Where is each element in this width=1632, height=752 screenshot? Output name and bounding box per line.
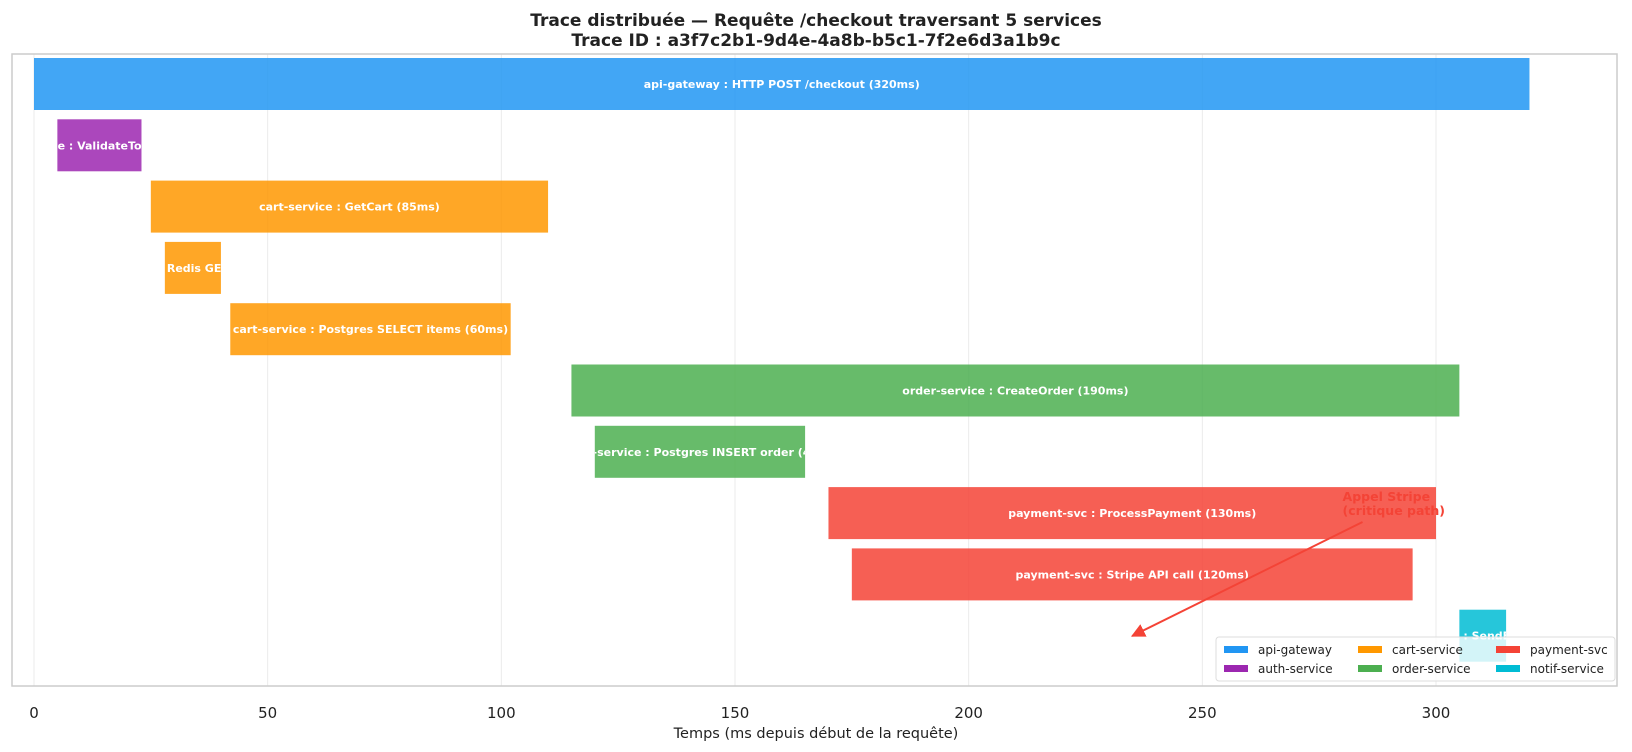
legend-swatch [1496,665,1520,672]
span-bar-group[interactable]: order-service : Postgres INSERT order (4… [559,425,841,478]
span-label: order-service : CreateOrder (190ms) [902,385,1128,398]
annotation-text: (critique path) [1343,503,1445,518]
span-bar-group[interactable]: cart-service : Postgres SELECT items (60… [230,303,511,356]
legend-item: api-gateway [1224,643,1332,657]
x-tick-label: 100 [487,704,516,722]
span-bar[interactable] [851,548,1413,601]
legend-label: cart-service [1392,643,1463,657]
span-bar[interactable] [828,487,1436,540]
span-bar[interactable] [571,364,1460,417]
legend-swatch [1496,646,1520,653]
legend-label: notif-service [1530,662,1604,676]
legend-item: order-service [1358,662,1471,676]
x-tick-label: 250 [1188,704,1217,722]
span-label: cart-service : GetCart (85ms) [259,201,440,214]
span-bar[interactable] [230,303,511,356]
span-bars: api-gateway : HTTP POST /checkout (320ms… [0,58,1530,662]
annotation-arrow [1130,521,1363,637]
plot-frame [11,53,1618,687]
span-bar-group[interactable]: cart-service : GetCart (85ms) [150,180,549,233]
chart-title: Trace distribuée — Requête /checkout tra… [530,11,1102,31]
span-bar-group[interactable]: order-service : CreateOrder (190ms) [571,364,1460,417]
legend-swatch [1224,646,1248,653]
legend-item: payment-svc [1496,643,1608,657]
span-bar-group[interactable]: auth-service : ValidateToken (18ms) [0,119,211,172]
legend-swatch [1358,665,1382,672]
x-tick-label: 150 [721,704,750,722]
legend-label: api-gateway [1258,643,1332,657]
x-tick-label: 0 [29,704,39,722]
span-bar[interactable] [594,425,806,478]
span-label: payment-svc : Stripe API call (120ms) [1016,568,1249,581]
chart-subtitle: Trace ID : a3f7c2b1-9d4e-4a8b-b5c1-7f2e6… [571,31,1060,51]
x-axis-label: Temps (ms depuis début de la requête) [673,726,959,742]
legend-swatch [1224,665,1248,672]
legend-swatch [1358,646,1382,653]
span-label: cart-service : Postgres SELECT items (60… [233,323,508,336]
span-bar-group[interactable]: payment-svc : ProcessPayment (130ms) [828,487,1436,540]
annotation-group: Appel Stripe(critique path) [1130,489,1445,637]
x-tick-label: 200 [954,704,983,722]
legend: api-gateway auth-service cart-service order… [1215,636,1616,682]
x-tick-label: 300 [1422,704,1451,722]
legend-label: payment-svc [1530,643,1608,657]
span-bar[interactable] [34,58,1530,110]
annotation-text: Appel Stripe [1343,489,1431,504]
span-bar-group[interactable]: payment-svc : Stripe API call (120ms) [851,548,1413,601]
span-bar[interactable] [150,180,549,233]
span-label: payment-svc : ProcessPayment (130ms) [1008,507,1256,520]
x-axis-ticks: 0 50 100 150 200 250 300 [29,704,1450,722]
legend-label: order-service [1392,662,1471,676]
legend-item: notif-service [1496,662,1604,676]
span-label: auth-service : ValidateToken (18ms) [0,139,211,152]
span-label: cart-service : Redis GET cart (12ms) [81,262,304,275]
span-label: order-service : Postgres INSERT order (4… [559,446,841,459]
x-tick-label: 50 [258,704,277,722]
span-bar-group[interactable]: cart-service : Redis GET cart (12ms) [81,241,304,294]
legend-item: cart-service [1358,643,1463,657]
span-label: api-gateway : HTTP POST /checkout (320ms… [644,78,920,91]
legend-item: auth-service [1224,662,1333,676]
span-bar-group[interactable]: api-gateway : HTTP POST /checkout (320ms… [34,58,1530,110]
legend-label: auth-service [1258,662,1333,676]
span-bar[interactable] [57,119,142,172]
span-bar[interactable] [164,241,221,294]
